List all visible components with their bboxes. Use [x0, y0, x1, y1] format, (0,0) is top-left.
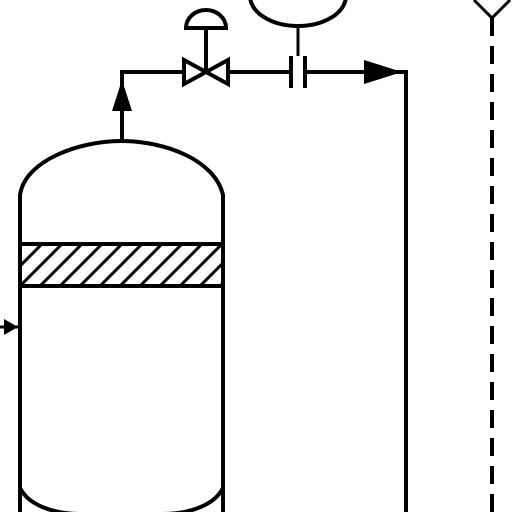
vessel-shell: [18, 138, 225, 512]
hatch-line: [38, 244, 84, 286]
upward-flow-arrow-icon: [112, 80, 132, 111]
inlet-arrowhead: [4, 319, 18, 335]
valve-actuator-dome: [183, 8, 229, 30]
hatch-line: [240, 244, 282, 286]
hatched-packing-icon: [0, 242, 282, 288]
instrument-bubble-icon: [248, 0, 348, 28]
hatch-line: [118, 244, 164, 286]
outlet-line: [112, 70, 184, 141]
hatch-line: [58, 244, 104, 286]
hatch-line: [20, 244, 64, 286]
valve-bow-tie: [182, 56, 230, 88]
hatch-line: [158, 244, 204, 286]
rightward-flow-arrow-icon: [364, 60, 402, 84]
signal-tee-top: [472, 0, 512, 21]
pressure-vessel-icon: [18, 138, 225, 512]
hatch-line: [98, 244, 144, 286]
instrument-circle: [248, 0, 348, 28]
inlet-arrow-icon: [0, 319, 20, 335]
flow-line-right: [305, 60, 408, 512]
orifice-plate-icon: [289, 28, 307, 88]
hatch-line: [218, 280, 223, 286]
packing-hatch-lines: [0, 244, 282, 286]
packing-band-outline: [18, 242, 225, 288]
diaphragm-control-valve-icon: [182, 8, 230, 88]
dashed-signal-line-icon: [472, 0, 512, 512]
vessel-bottom-head: [18, 486, 225, 512]
hatch-line: [78, 244, 124, 286]
hatch-line: [138, 244, 184, 286]
hatch-line: [0, 244, 2, 286]
hatch-line: [178, 244, 223, 286]
